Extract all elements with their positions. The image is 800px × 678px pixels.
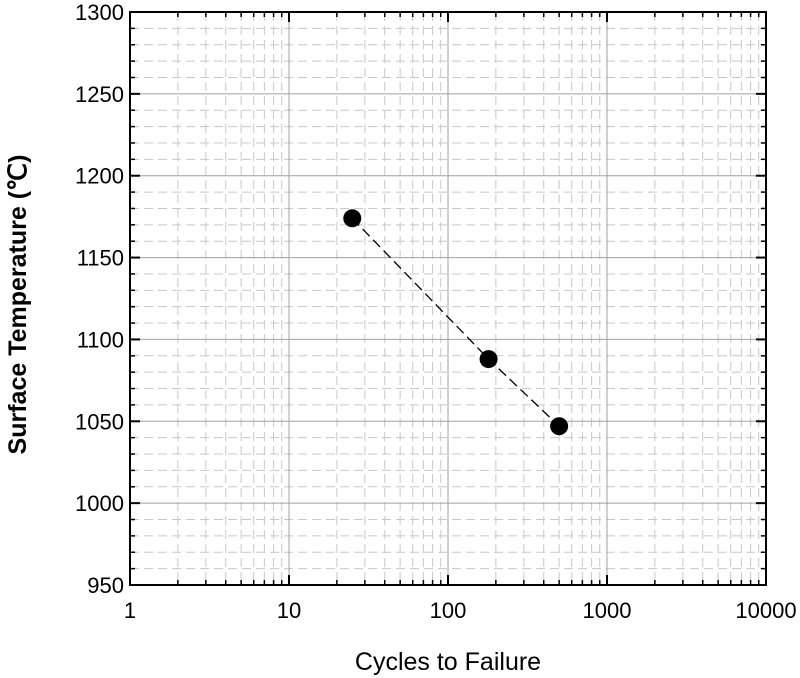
grid: [129, 11, 767, 586]
x-tick-label: 100: [430, 598, 467, 623]
y-tick-label: 1250: [75, 82, 124, 107]
x-tick-label: 1000: [583, 598, 632, 623]
y-tick-label: 1200: [75, 164, 124, 189]
x-axis-title: Cycles to Failure: [355, 648, 541, 676]
y-tick-label: 1150: [77, 246, 124, 271]
y-tick-label: 1300: [75, 0, 124, 25]
x-tick-label: 1: [124, 598, 136, 623]
x-tick-label: 10000: [735, 598, 796, 623]
series-layer: [343, 209, 569, 436]
data-point: [343, 209, 362, 228]
tick-marks: [129, 11, 767, 586]
data-point: [550, 417, 569, 436]
y-axis-title: Surface Temperature (℃): [4, 155, 32, 455]
y-tick-label: 1100: [77, 327, 124, 352]
data-point: [479, 350, 498, 369]
tick-labels: 1 10 100 1000 10000 950 1000 1050 1100 1150 1200 12…: [75, 0, 797, 623]
y-tick-label: 1050: [75, 409, 124, 434]
y-tick-label: 1000: [75, 491, 124, 516]
y-tick-label: 950: [87, 573, 124, 598]
x-tick-label: 10: [277, 598, 301, 623]
series-line: [351, 217, 560, 427]
